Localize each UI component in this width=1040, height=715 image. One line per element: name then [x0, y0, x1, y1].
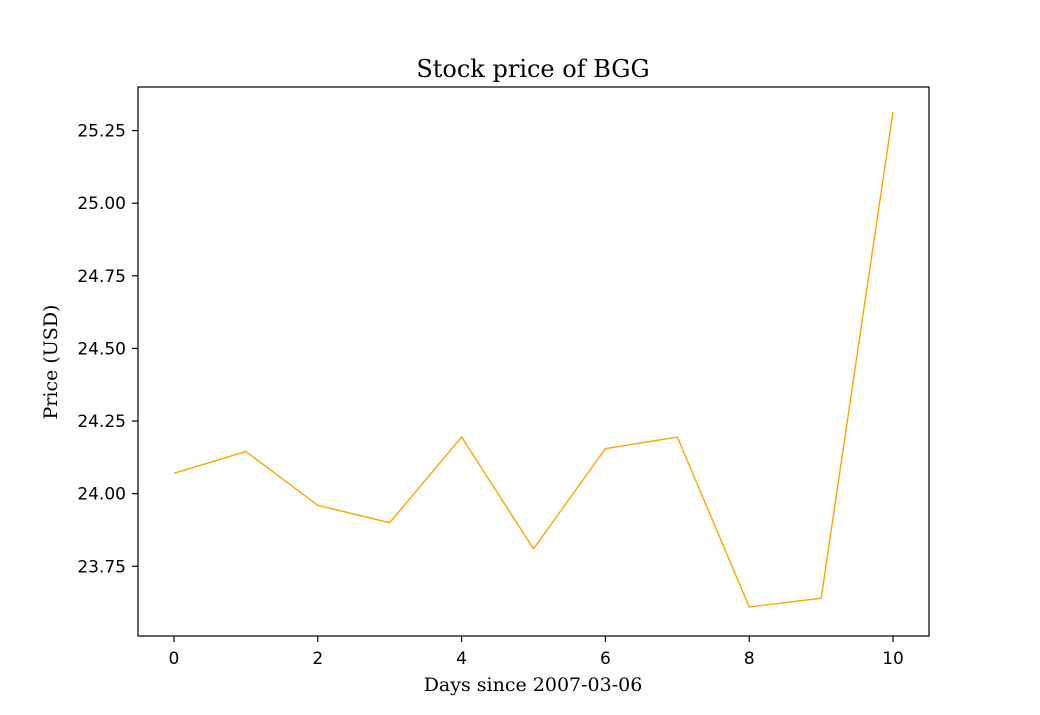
x-tick-label: 0	[169, 649, 180, 669]
y-tick-label: 24.75	[77, 267, 126, 287]
x-axis-label: Days since 2007-03-06	[424, 674, 643, 696]
plot-frame	[137, 86, 930, 637]
y-tick-label: 23.75	[77, 557, 126, 577]
y-tick-label: 24.00	[77, 485, 126, 505]
chart-title: Stock price of BGG	[416, 55, 649, 83]
y-tick-label: 25.25	[77, 122, 126, 142]
series-line-0	[173, 111, 894, 608]
y-tick-label: 24.50	[77, 339, 126, 359]
plot-area	[173, 111, 894, 608]
x-tick-label: 6	[600, 649, 611, 669]
x-tick-label: 10	[882, 649, 904, 669]
x-tick-label: 2	[312, 649, 323, 669]
x-tick-label: 8	[744, 649, 755, 669]
y-tick-label: 25.00	[77, 194, 126, 214]
y-axis-label: Price (USD)	[40, 305, 62, 420]
y-tick-label: 24.25	[77, 412, 126, 432]
x-tick-label: 4	[456, 649, 467, 669]
axes-ticks: 0 2 4 6 8 10 23.75 24.00 24.25 24.50 24.75 25.00 25.…	[77, 122, 904, 669]
